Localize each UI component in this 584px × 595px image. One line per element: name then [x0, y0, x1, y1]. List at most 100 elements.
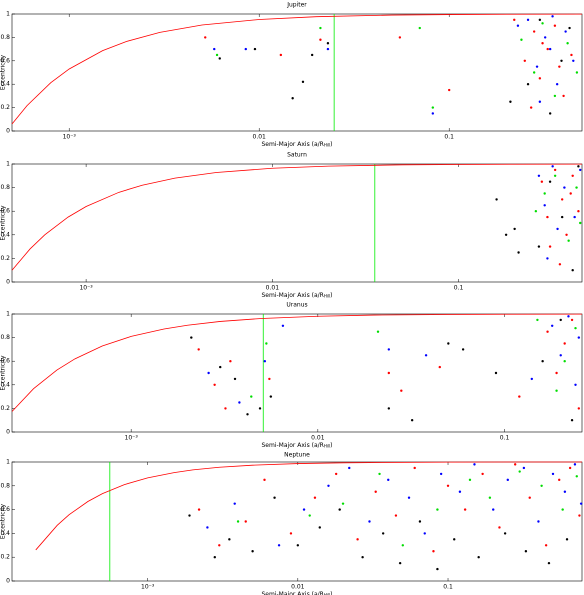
- x-tick-label: 0.01: [311, 435, 325, 442]
- point: [438, 365, 441, 369]
- point: [540, 180, 544, 183]
- point: [447, 88, 451, 92]
- x-tick-label: 0.01: [291, 584, 305, 591]
- point: [488, 496, 492, 499]
- point: [571, 269, 574, 272]
- point: [572, 59, 575, 62]
- point: [504, 233, 508, 236]
- plot-frame: [11, 163, 583, 283]
- point: [537, 520, 540, 523]
- y-tick-label: 0.6: [0, 506, 10, 513]
- x-axis-label-part: ): [330, 442, 332, 449]
- point: [543, 204, 546, 207]
- point: [368, 520, 371, 523]
- point: [574, 326, 577, 330]
- point: [577, 336, 581, 339]
- point: [541, 42, 544, 45]
- point: [213, 47, 216, 51]
- point: [374, 490, 377, 493]
- point: [215, 53, 219, 57]
- y-tick-label: 0.8: [0, 34, 10, 41]
- point: [447, 342, 450, 345]
- point: [532, 71, 536, 74]
- point: [523, 59, 527, 62]
- point: [555, 389, 558, 392]
- x-axis-label-part: Semi-Major Axis (a/R: [262, 292, 324, 299]
- point: [268, 377, 271, 381]
- point: [571, 174, 574, 177]
- point: [401, 544, 405, 547]
- panel-title: Saturn: [287, 152, 307, 159]
- y-tick-label: 1: [6, 311, 10, 318]
- y-tick-label: 0.6: [0, 358, 10, 365]
- point: [381, 532, 385, 535]
- point: [558, 263, 562, 266]
- point: [559, 318, 562, 322]
- point: [318, 526, 321, 529]
- point: [463, 508, 467, 511]
- y-tick-label: 1: [6, 459, 10, 466]
- point: [387, 371, 391, 375]
- point: [387, 478, 390, 482]
- point: [526, 18, 530, 22]
- x-tick-label: 0.1: [443, 584, 453, 591]
- point: [188, 514, 191, 517]
- point: [424, 354, 428, 357]
- point: [263, 360, 267, 363]
- point: [356, 538, 359, 541]
- point: [244, 47, 247, 51]
- point: [327, 484, 330, 487]
- point: [387, 348, 391, 351]
- point: [565, 538, 569, 541]
- x-axis-label-part: Semi-Major Axis (a/R: [262, 141, 324, 148]
- panel-title: Jupiter: [286, 2, 307, 9]
- point: [233, 502, 236, 505]
- y-tick-label: 0.8: [0, 334, 10, 341]
- x-axis-label-part: Semi-Major Axis (a/R: [262, 442, 324, 449]
- y-tick-label: 0.2: [0, 554, 10, 561]
- point: [279, 53, 283, 57]
- point: [281, 324, 285, 327]
- point: [269, 395, 273, 398]
- point: [334, 472, 338, 476]
- point: [577, 407, 581, 410]
- point: [546, 47, 549, 51]
- y-tick-label: 0: [6, 578, 10, 585]
- point: [407, 496, 411, 499]
- point: [538, 100, 542, 103]
- point: [498, 526, 501, 529]
- point: [516, 24, 520, 27]
- point: [453, 538, 456, 541]
- x-axis-label-part: ): [330, 141, 332, 148]
- point: [562, 94, 565, 98]
- point: [563, 360, 566, 363]
- point: [361, 556, 364, 559]
- point: [313, 496, 317, 499]
- point: [319, 26, 322, 30]
- x-axis-label: Semi-Major Axis (a/RHill): [262, 442, 333, 449]
- point: [553, 94, 557, 98]
- point: [436, 567, 439, 571]
- point: [219, 365, 222, 369]
- point: [513, 18, 516, 22]
- point: [473, 463, 476, 466]
- point: [574, 383, 577, 386]
- point: [400, 389, 403, 392]
- point: [218, 57, 221, 60]
- point: [560, 198, 564, 201]
- point: [236, 520, 240, 523]
- x-tick-label: 0.1: [454, 285, 464, 292]
- point: [530, 377, 534, 381]
- point: [439, 472, 443, 476]
- point: [413, 466, 416, 470]
- point: [560, 59, 563, 62]
- point: [529, 106, 533, 109]
- point: [551, 15, 554, 18]
- point: [567, 239, 570, 242]
- point: [229, 360, 232, 363]
- point: [418, 26, 421, 30]
- point: [540, 484, 543, 487]
- y-tick-label: 0.8: [0, 482, 10, 489]
- point: [522, 466, 526, 470]
